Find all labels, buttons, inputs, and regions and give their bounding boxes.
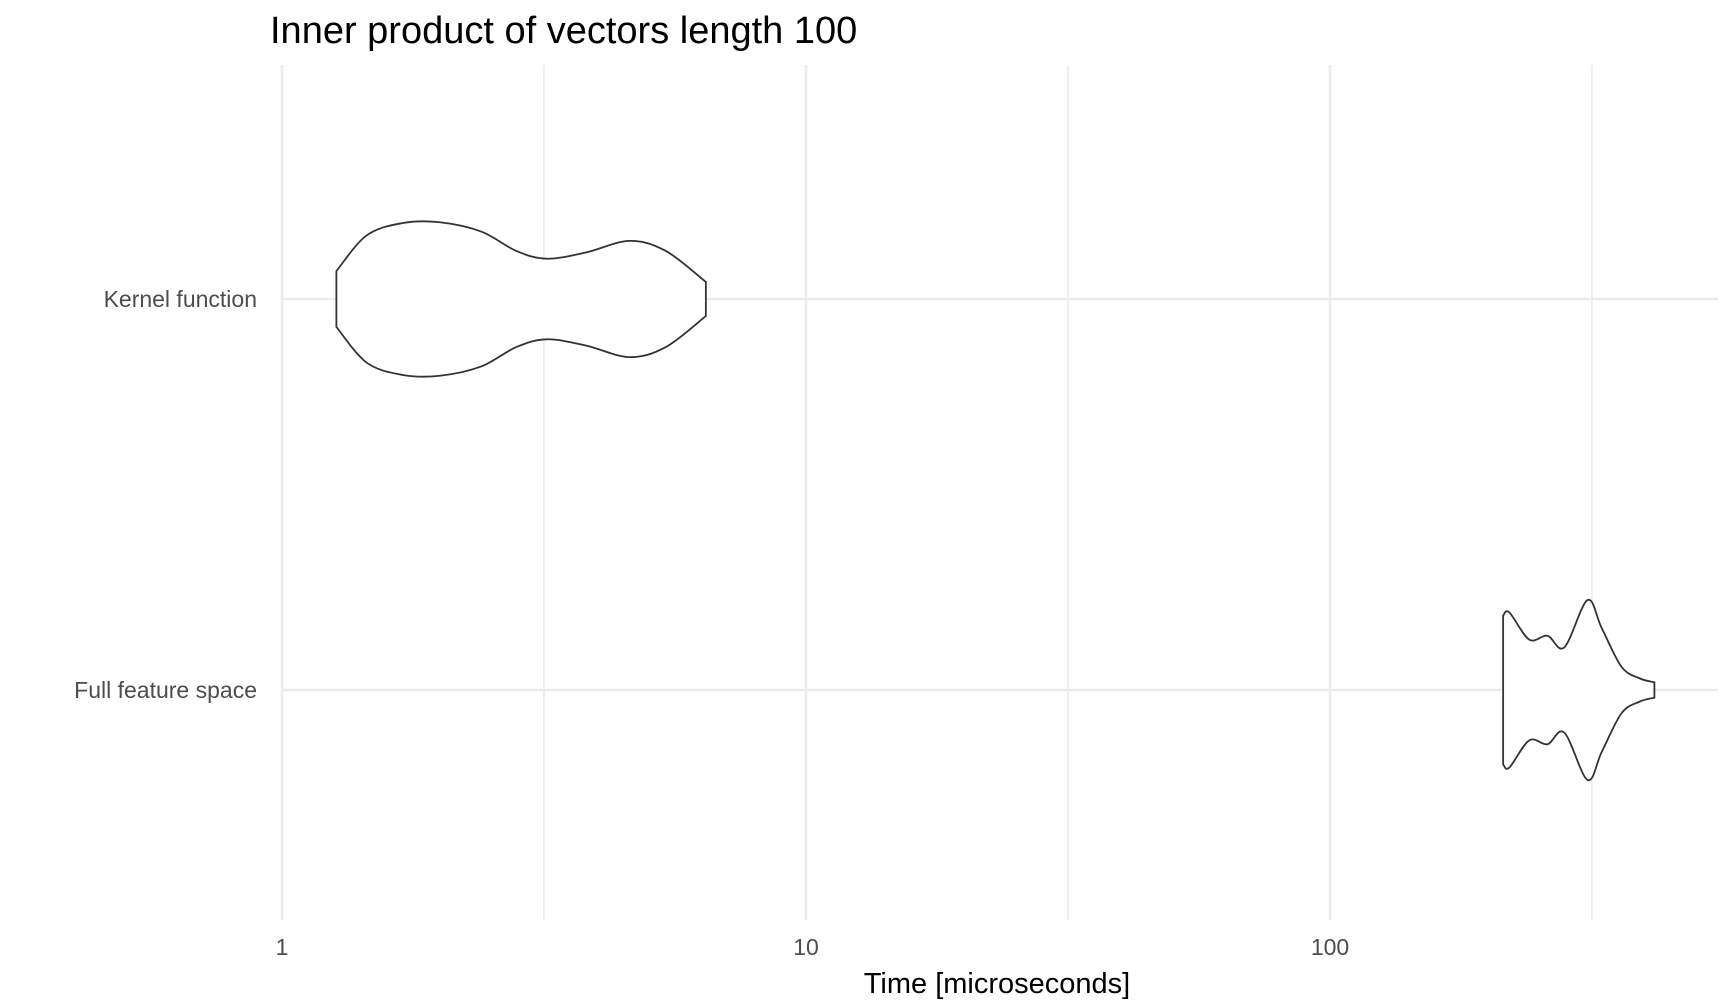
x-axis-title: Time [microseconds] [864, 968, 1130, 1000]
chart-title: Inner product of vectors length 100 [270, 10, 857, 52]
grid-lines [280, 65, 1718, 920]
violin-kernel-function [335, 220, 707, 378]
x-axis-tick-labels: 1 10 100 [276, 934, 1350, 960]
y-axis-tick-labels: Kernel function Full feature space [74, 286, 257, 703]
x-tick-label: 100 [1311, 934, 1349, 960]
violins [335, 220, 1656, 781]
x-tick-label: 10 [793, 934, 819, 960]
y-tick-label: Kernel function [104, 286, 257, 312]
y-tick-label: Full feature space [74, 677, 257, 703]
violin-full-feature-space [1502, 599, 1656, 781]
x-tick-label: 1 [276, 934, 289, 960]
